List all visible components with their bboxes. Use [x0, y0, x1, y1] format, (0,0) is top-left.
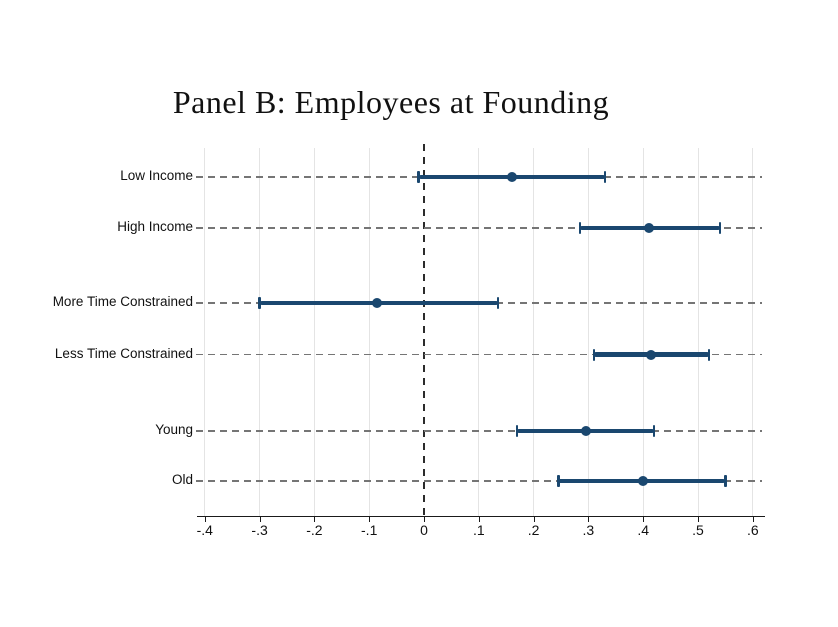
x-axis-tick-label: -.4 [196, 522, 213, 538]
x-axis-tick-label: .2 [527, 522, 540, 538]
x-axis-tick [204, 517, 206, 522]
ci-cap-high [724, 475, 727, 487]
x-axis-tick [369, 517, 371, 522]
vertical-gridline [752, 148, 754, 516]
category-dash-line [196, 353, 762, 356]
ci-cap-high [603, 171, 607, 183]
ci-cap-high [707, 348, 711, 361]
chart-title: Panel B: Employees at Founding [172, 84, 610, 120]
x-axis-line [197, 516, 765, 517]
zero-reference-line [423, 144, 425, 516]
category-dash-line [196, 227, 762, 229]
x-axis-tick [752, 517, 754, 522]
x-axis-tick [314, 517, 316, 522]
vertical-gridline [587, 148, 589, 516]
x-axis-tick [588, 517, 590, 522]
vertical-gridline [204, 148, 206, 516]
category-label: Less Time Constrained [54, 345, 193, 361]
point-estimate-marker [638, 476, 649, 486]
ci-cap-low [515, 425, 519, 437]
ci-cap-high [496, 297, 500, 309]
x-axis-tick-label: .5 [692, 522, 704, 538]
vertical-gridline [368, 148, 370, 516]
point-estimate-marker [643, 223, 654, 233]
vertical-gridline [259, 148, 261, 516]
point-estimate-marker [372, 298, 383, 308]
x-axis-tick-label: -.2 [306, 522, 323, 538]
ci-cap-high [718, 222, 722, 234]
category-label: Young [155, 422, 193, 437]
category-label: High Income [117, 219, 193, 234]
vertical-gridline [533, 148, 535, 516]
x-axis-tick-label: -.3 [251, 522, 268, 538]
category-label: Low Income [120, 168, 193, 183]
x-axis-tick [698, 517, 699, 522]
point-estimate-marker [646, 349, 657, 360]
ci-cap-low [556, 475, 560, 487]
ci-cap-low [578, 222, 582, 234]
x-axis-tick [478, 517, 480, 522]
x-axis-tick-label: 0 [420, 522, 428, 538]
x-axis-tick-label: .4 [637, 522, 650, 538]
x-axis-tick-label: -.1 [361, 522, 378, 538]
category-label: More Time Constrained [52, 294, 193, 309]
x-axis-tick [424, 517, 425, 522]
ci-cap-high [652, 425, 656, 437]
x-axis-tick-label: .6 [746, 522, 759, 538]
x-axis-tick-label: .1 [472, 522, 485, 538]
vertical-gridline [697, 148, 699, 516]
point-estimate-marker [580, 426, 591, 436]
x-axis-tick [533, 517, 535, 522]
vertical-gridline [478, 148, 480, 516]
x-axis-tick [643, 517, 645, 522]
vertical-gridline [313, 148, 315, 516]
ci-cap-low [258, 297, 261, 309]
ci-cap-low [417, 171, 420, 183]
vertical-gridline [642, 148, 644, 516]
ci-cap-low [592, 348, 596, 361]
category-label: Old [171, 472, 193, 487]
x-axis-tick-label: .3 [582, 522, 595, 538]
point-estimate-marker [506, 172, 517, 182]
category-dash-line [196, 430, 762, 432]
category-dash-line [196, 480, 762, 482]
x-axis-tick [259, 517, 261, 522]
